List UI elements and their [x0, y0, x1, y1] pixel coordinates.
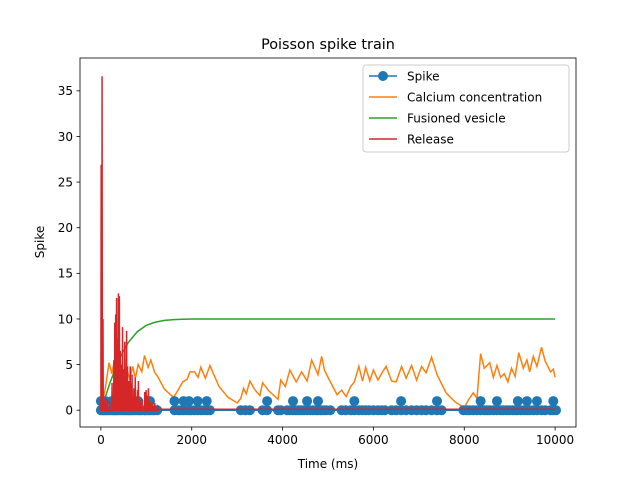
plot-area — [95, 76, 562, 416]
series-line-release — [99, 76, 556, 412]
spike-marker-raised — [184, 396, 195, 407]
x-axis-ticks: 0 2000 4000 6000 8000 10000 — [97, 427, 574, 447]
axes-frame — [79, 57, 577, 428]
spike-marker-raised — [531, 396, 542, 407]
x-axis-label: Time (ms) — [297, 457, 359, 471]
spike-marker — [325, 405, 336, 416]
y-tick-label: 10 — [58, 312, 73, 326]
series-line-calcium-concentration — [100, 347, 556, 411]
legend: Spike Calcium concentration Fusioned vesic… — [362, 64, 570, 153]
spike-marker-raised — [349, 396, 360, 407]
series-line-fusioned-vesicle — [100, 318, 556, 411]
axes-border — [79, 57, 577, 428]
spike-marker-raised — [521, 396, 532, 407]
spike-marker-raised — [432, 396, 443, 407]
spike-marker-raised — [302, 396, 313, 407]
spike-marker-raised — [396, 396, 407, 407]
spike-marker — [262, 405, 273, 416]
y-axis-label: Spike — [33, 226, 47, 258]
spike-marker-raised — [475, 396, 486, 407]
x-tick-label: 6000 — [358, 433, 389, 447]
y-axis-ticks: 0 5 10 15 20 25 30 35 — [58, 84, 80, 418]
x-tick-label: 10000 — [536, 433, 574, 447]
spike-marker-raised — [201, 396, 212, 407]
spike-marker-raised — [512, 396, 523, 407]
y-tick-label: 20 — [58, 221, 73, 235]
legend-label: Spike — [407, 69, 439, 83]
y-tick-label: 0 — [65, 404, 73, 418]
y-tick-label: 25 — [58, 175, 73, 189]
spike-marker-raised — [548, 396, 559, 407]
chart-title: Poisson spike train — [261, 37, 395, 53]
spike-marker — [204, 405, 215, 416]
legend-label: Release — [407, 132, 454, 146]
spike-marker — [244, 405, 255, 416]
x-tick-label: 8000 — [449, 433, 480, 447]
legend-box — [362, 64, 570, 153]
y-tick-label: 15 — [58, 267, 73, 281]
legend-label: Calcium concentration — [407, 90, 542, 104]
spike-marker — [551, 405, 562, 416]
x-tick-label: 2000 — [176, 433, 207, 447]
spike-marker-raised — [192, 396, 203, 407]
x-tick-label: 0 — [97, 433, 105, 447]
spike-marker-raised — [262, 396, 273, 407]
spike-marker-raised — [313, 396, 324, 407]
y-tick-label: 30 — [58, 130, 73, 144]
y-tick-label: 5 — [65, 358, 73, 372]
x-tick-label: 4000 — [267, 433, 298, 447]
spike-marker-raised — [169, 396, 180, 407]
spike-marker — [436, 405, 447, 416]
spike-marker-raised — [288, 396, 299, 407]
spike-marker-raised — [491, 396, 502, 407]
y-tick-label: 35 — [58, 84, 73, 98]
legend-label: Fusioned vesicle — [407, 111, 506, 125]
legend-marker — [378, 71, 388, 81]
